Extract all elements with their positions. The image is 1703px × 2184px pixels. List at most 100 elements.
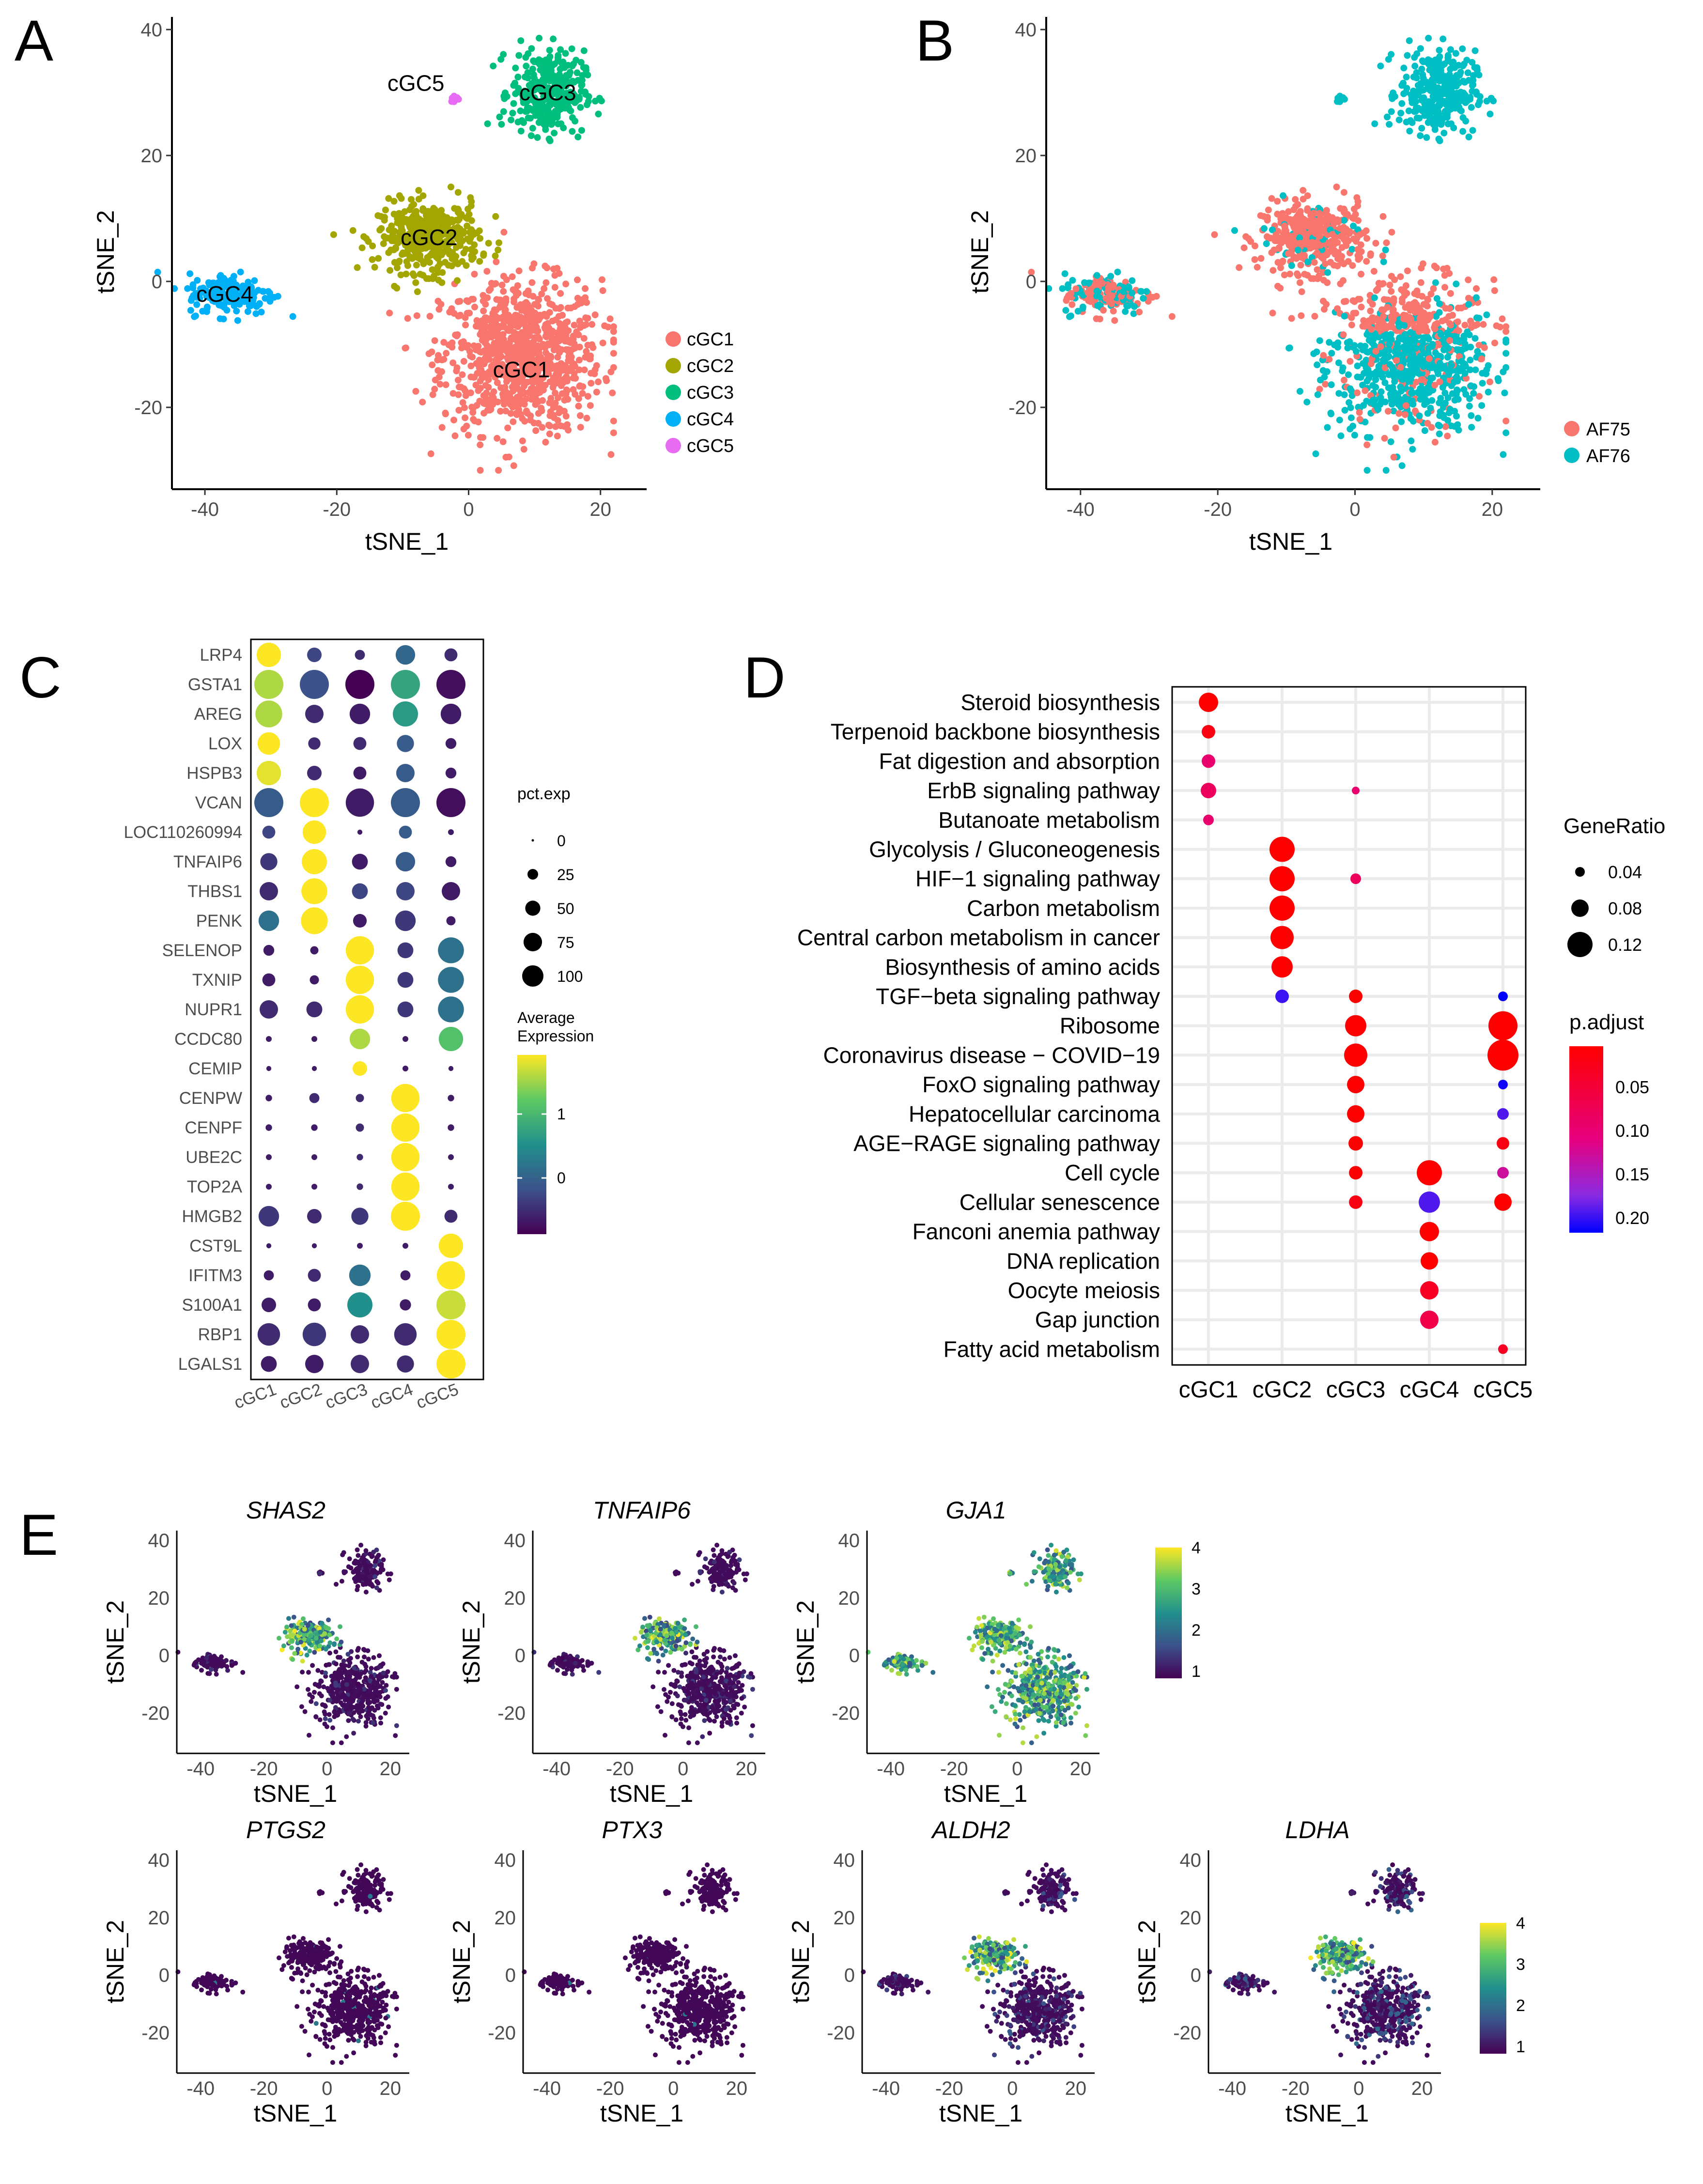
feature-point <box>362 1654 367 1659</box>
cell-point <box>1274 198 1281 205</box>
cell-point <box>1350 222 1357 230</box>
panel-d-size-legend-label: 0.04 <box>1608 862 1642 882</box>
cell-point <box>1461 78 1468 86</box>
cell-point <box>475 387 482 394</box>
cell-point <box>1298 288 1305 295</box>
cell-point <box>1059 285 1066 292</box>
panel-c-colorbar-tick-0: 0 <box>557 1169 566 1187</box>
cell-point <box>548 331 555 338</box>
panel-d-dot <box>1497 1167 1509 1179</box>
panel-c-dot <box>258 910 279 931</box>
feature-point <box>345 1674 350 1680</box>
cell-point <box>546 422 554 430</box>
cell-point <box>1341 376 1347 384</box>
panel-a-legend-label: cGC4 <box>687 409 734 430</box>
panel-a-legend-label: cGC1 <box>687 329 734 350</box>
cell-point <box>542 126 549 133</box>
panel-c-dot <box>436 1261 465 1290</box>
cell-point <box>534 134 541 141</box>
cell-point <box>1153 293 1160 300</box>
panel-c-dot <box>257 1323 280 1346</box>
feature-point <box>327 1640 333 1645</box>
cell-point <box>1374 404 1381 411</box>
cell-point <box>1435 77 1441 84</box>
cell-point <box>1363 398 1370 405</box>
feature-point <box>326 1617 331 1623</box>
feature-point <box>337 1674 342 1679</box>
cell-point <box>546 300 554 308</box>
panel-c-dot <box>261 1356 277 1372</box>
panel-c-gene-label: LGALS1 <box>178 1355 242 1374</box>
cell-point <box>419 258 427 265</box>
panel-d-dot <box>1347 1076 1364 1094</box>
cell-point <box>535 419 542 427</box>
cell-point <box>1473 314 1480 322</box>
cell-point <box>1307 221 1315 228</box>
panel-c-dot <box>300 670 329 699</box>
cell-point <box>1410 359 1417 366</box>
cell-point <box>389 231 396 238</box>
cell-point <box>610 323 617 330</box>
panel-a-legend-key <box>666 438 681 453</box>
panel-c-dot <box>345 965 374 994</box>
cell-point <box>1425 355 1433 362</box>
cell-point <box>1416 412 1423 419</box>
cell-point <box>468 252 475 259</box>
cell-point <box>1336 225 1344 232</box>
cell-point <box>1502 418 1510 425</box>
cell-point <box>576 94 583 101</box>
cell-point <box>555 394 562 402</box>
cell-point <box>1417 45 1424 52</box>
feature-point <box>319 1621 325 1626</box>
cell-point <box>274 293 281 300</box>
cell-point <box>1447 290 1454 297</box>
cell-point <box>431 386 438 393</box>
panel-d-dot <box>1202 725 1215 739</box>
cell-point <box>1471 47 1479 54</box>
feature-point <box>306 1670 311 1675</box>
cell-point <box>467 389 474 396</box>
cell-point <box>477 441 484 449</box>
feature-point <box>394 1723 399 1728</box>
cell-point <box>582 294 589 301</box>
cell-point <box>1336 93 1344 100</box>
cell-point <box>1411 54 1418 61</box>
cell-point <box>1074 308 1082 315</box>
panel-c-dot <box>436 1349 465 1379</box>
cell-point <box>419 207 427 214</box>
feature-point <box>284 1625 289 1630</box>
cell-point <box>538 404 545 412</box>
cell-point <box>431 221 438 228</box>
cell-point <box>1314 361 1321 369</box>
panel-c-dot <box>349 1028 371 1050</box>
cell-point <box>1271 237 1279 244</box>
cell-point <box>1429 103 1436 110</box>
panel-d-term-label: HIF−1 signaling pathway <box>915 866 1160 891</box>
cell-point <box>1436 300 1443 308</box>
feature-point <box>356 1578 362 1583</box>
cell-point <box>1388 93 1395 100</box>
panel-c-dot <box>436 1320 465 1349</box>
cell-point <box>1311 243 1318 250</box>
cell-point <box>534 327 542 335</box>
cell-point <box>1440 129 1448 137</box>
cell-point <box>1386 121 1393 128</box>
panel-c-dot <box>438 937 464 963</box>
cell-point <box>1424 419 1431 427</box>
cell-point <box>1397 273 1404 280</box>
cell-point <box>502 295 510 302</box>
cell-point <box>443 350 450 357</box>
panel-d-term-label: ErbB signaling pathway <box>927 778 1160 803</box>
cell-point <box>1093 272 1100 279</box>
cell-point <box>1439 90 1446 97</box>
cell-point <box>1304 258 1311 265</box>
cell-point <box>542 321 549 328</box>
cell-point <box>551 365 558 372</box>
feature-point <box>317 1643 323 1649</box>
feature-point <box>363 1589 369 1595</box>
cell-point <box>412 234 419 241</box>
panel-c-size-legend-key <box>531 839 534 842</box>
feature-point <box>352 1560 357 1565</box>
cell-point <box>461 404 468 411</box>
